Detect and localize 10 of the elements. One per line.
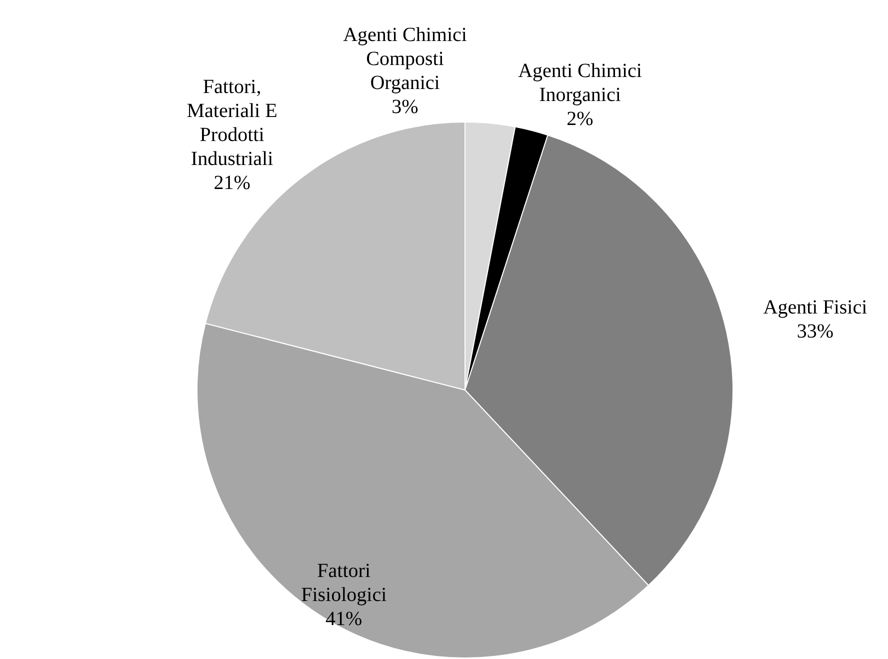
data-label: 41% — [326, 608, 362, 630]
slice-label: Agenti Chimici Composti Organici — [343, 24, 468, 94]
slice-label: Fattori, Materiali E Prodotti Industriali — [186, 76, 278, 170]
data-label: 3% — [392, 96, 418, 118]
slice-label: Agenti Fisici — [763, 296, 868, 319]
data-label: 2% — [566, 108, 594, 130]
data-label: 21% — [214, 172, 250, 194]
slice-label: Agenti Chimici Inorganici — [518, 60, 642, 106]
slice-label: Fattori Fisiologici — [301, 560, 388, 606]
data-label: 33% — [796, 320, 834, 343]
